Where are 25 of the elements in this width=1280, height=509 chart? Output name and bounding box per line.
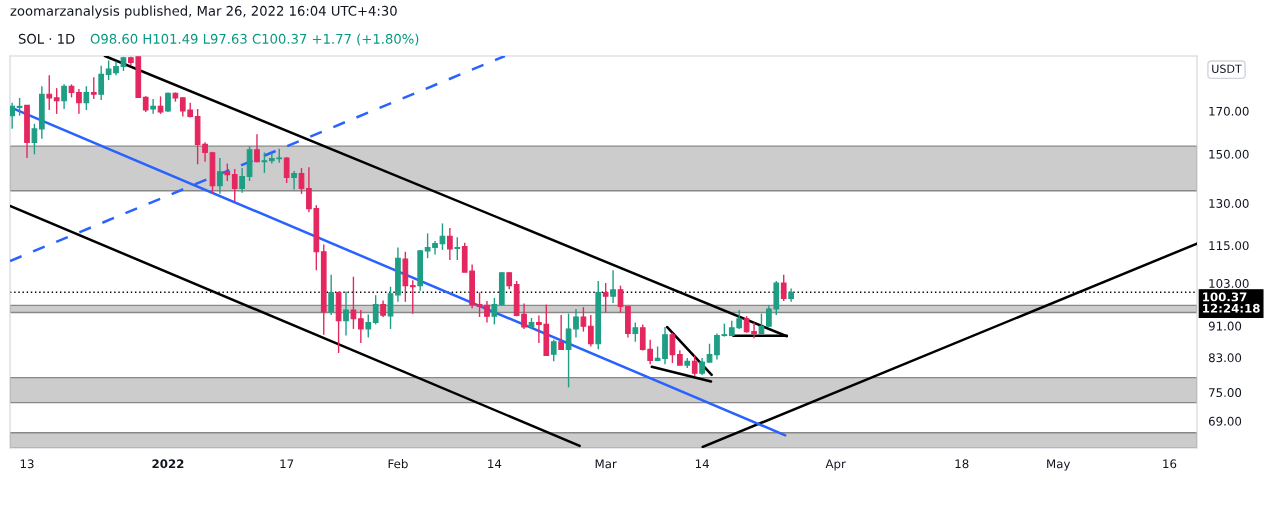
chart-title: zoomarzanalysis published, Mar 26, 2022 16:04 UTC+4:30 [10,5,397,19]
ref-line-label: 100.37 12:24:18 [1203,292,1260,313]
y-tick-label: 170.00 [1209,106,1249,116]
x-tick-label: Feb [388,459,408,469]
y-tick-label: 69.00 [1208,416,1242,426]
y-axis-title: USDT [1212,64,1242,73]
x-tick-label: May [1047,459,1071,471]
y-tick-label: 130.00 [1209,198,1249,208]
y-tick-label: 150.00 [1209,149,1249,159]
text: O98.60 H101.49 L97.63 C100.37 +1.77 (+1.80%) [90,33,419,46]
chart-subtitle: SOL · 1D [18,33,75,44]
x-tick-label: 13 [20,459,34,469]
x-tick-label: Apr [825,459,846,471]
x-tick-label: 16 [1163,459,1177,469]
y-tick-label: 115.00 [1209,241,1249,251]
y-tick-label: 75.00 [1209,388,1242,398]
x-tick-label: 14 [695,459,709,469]
y-tick-label: 83.00 [1208,353,1242,363]
x-tick-label: Mar [595,459,617,469]
x-tick-label: 14 [488,459,502,469]
y-tick-label: 103.00 [1209,279,1249,288]
x-tick-label: 17 [280,459,294,469]
y-tick-label: 91.00 [1208,321,1242,331]
x-tick-label: 18 [955,459,969,469]
x-tick-label: 2022 [152,459,184,469]
